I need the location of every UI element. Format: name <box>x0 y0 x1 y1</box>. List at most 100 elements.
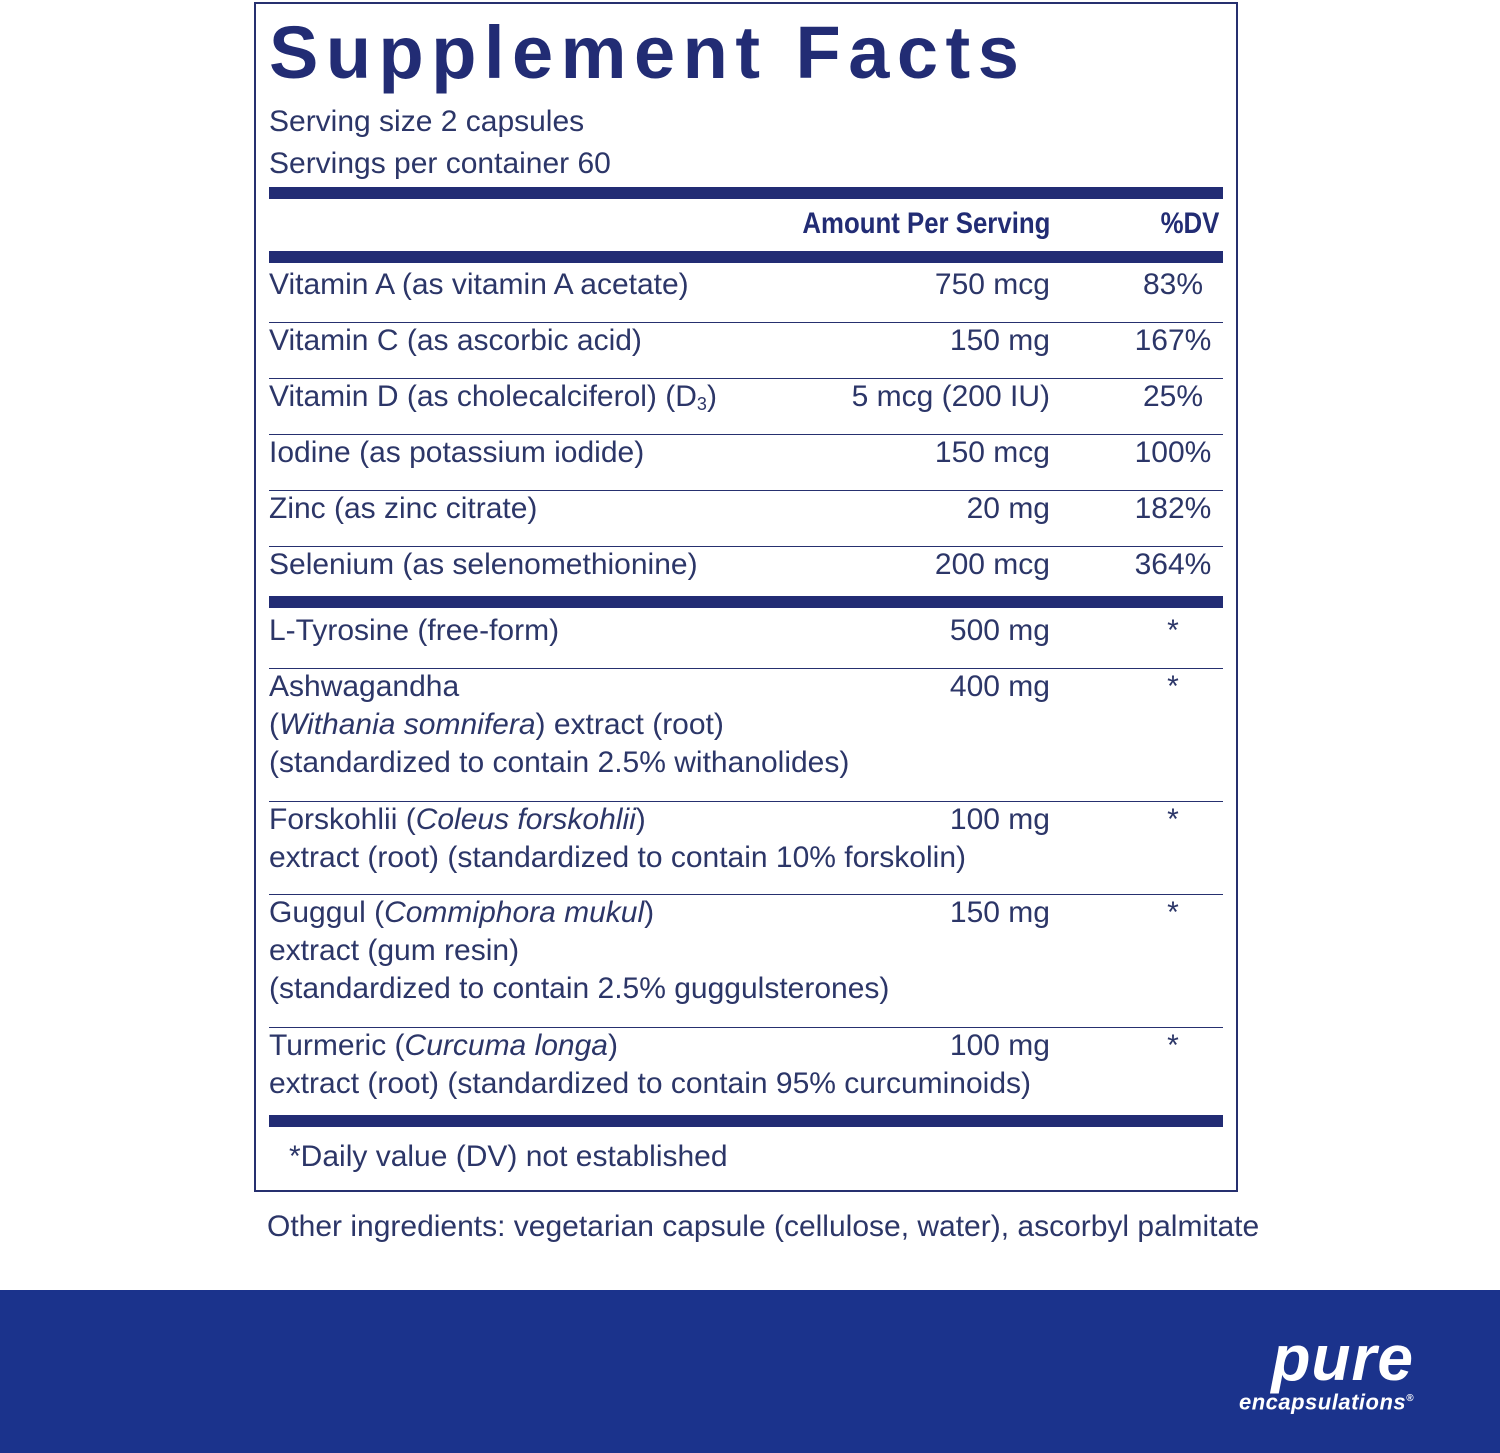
thick-divider <box>269 1115 1223 1127</box>
name-text: L-Tyrosine (free-form) <box>269 614 560 647</box>
ingredient-amount: 200 mcg <box>934 548 1050 581</box>
name-text: extract (gum resin) <box>269 934 520 967</box>
ingredient-dv: 364% <box>1134 548 1212 581</box>
ingredient-amount: 150 mg <box>949 324 1050 357</box>
ingredient-dv: 100% <box>1134 436 1212 469</box>
ingredient-row: Iodine (as potassium iodide) 150 mcg 100% <box>269 434 1223 491</box>
ingredient-amount: 750 mcg <box>934 268 1050 301</box>
ingredient-name: Turmeric (Curcuma longa) extract (root) (… <box>269 1027 1031 1103</box>
name-text: ) <box>706 380 717 413</box>
name-text: (standardized to contain 2.5% guggulster… <box>269 972 890 1005</box>
ingredient-row: Turmeric (Curcuma longa) extract (root) (… <box>269 1027 1223 1109</box>
name-text: extract (root) (standardized to contain … <box>269 841 966 874</box>
ingredient-name-line: Guggul (Commiphora mukul) <box>269 894 889 932</box>
ingredient-name: Forskohlii (Coleus forskohlii) extract (r… <box>269 801 966 877</box>
thick-divider <box>269 187 1223 199</box>
ingredient-name-line: Vitamin A (as vitamin A acetate) <box>269 266 689 304</box>
other-ingredients: Other ingredients: vegetarian capsule (c… <box>267 1210 1260 1243</box>
ingredient-dv: * <box>1167 1029 1179 1062</box>
logo-encapsulations: encapsulations <box>1238 1389 1407 1415</box>
ingredient-name-line: L-Tyrosine (free-form) <box>269 612 559 650</box>
name-text: Ashwagandha <box>269 670 460 703</box>
ingredient-amount: 100 mg <box>949 803 1050 836</box>
name-text: Selenium (as selenomethionine) <box>269 548 698 581</box>
ingredient-row: Zinc (as zinc citrate) 20 mg 182% <box>269 490 1223 547</box>
name-text: Iodine (as potassium iodide) <box>269 436 645 469</box>
ingredient-dv: 182% <box>1134 492 1212 525</box>
ingredient-name-line: Vitamin C (as ascorbic acid) <box>269 322 642 360</box>
ingredient-amount: 150 mcg <box>934 436 1050 469</box>
ingredient-row: Vitamin D (as cholecalciferol) (D3) 5 mcg… <box>269 378 1223 435</box>
thick-divider <box>269 596 1223 608</box>
ingredient-name-line: extract (root) (standardized to contain … <box>269 1065 1031 1103</box>
ingredient-dv: * <box>1167 803 1179 836</box>
ingredient-dv: 83% <box>1142 268 1204 301</box>
ingredient-row: Vitamin A (as vitamin A acetate) 750 mcg 8… <box>269 266 1223 323</box>
name-text: Zinc (as zinc citrate) <box>269 492 538 525</box>
dv-header: %DV <box>1160 207 1219 240</box>
supplement-facts-panel: Supplement Facts Serving size 2 capsules… <box>254 2 1238 1192</box>
ingredient-amount: 500 mg <box>949 614 1050 647</box>
botanical-name: Coleus forskohlii <box>415 803 636 836</box>
name-text: 3 <box>696 394 707 414</box>
brand-band: pure encapsulations® <box>0 1290 1500 1453</box>
name-text: ) <box>644 896 655 929</box>
panel-title: Supplement Facts <box>269 11 1027 94</box>
ingredient-amount: 5 mcg (200 IU) <box>851 380 1050 413</box>
footnote: *Daily value (DV) not established <box>289 1140 728 1173</box>
name-text: ) extract (root) <box>535 708 724 741</box>
ingredient-name-line: Ashwagandha <box>269 668 849 706</box>
ingredient-dv: * <box>1167 614 1179 647</box>
ingredient-dv: * <box>1167 896 1179 929</box>
logo-pure: pure <box>1271 1322 1414 1394</box>
ingredient-amount: 400 mg <box>949 670 1050 703</box>
ingredient-row: Guggul (Commiphora mukul) extract (gum re… <box>269 894 1223 1028</box>
ingredient-name-line: extract (gum resin) <box>269 932 889 970</box>
name-text: Turmeric ( <box>269 1029 405 1062</box>
name-text: Forskohlii ( <box>269 803 416 836</box>
ingredient-amount: 100 mg <box>949 1029 1050 1062</box>
name-text: Vitamin D (as cholecalciferol) (D <box>269 380 697 413</box>
ingredient-name-line: Zinc (as zinc citrate) <box>269 490 537 528</box>
ingredient-name-line: Vitamin D (as cholecalciferol) (D3) <box>269 378 717 416</box>
ingredient-name: L-Tyrosine (free-form) <box>269 612 559 650</box>
name-text: ( <box>269 708 279 741</box>
ingredient-row: Ashwagandha (Withania somnifera) extract … <box>269 668 1223 802</box>
ingredient-name: Iodine (as potassium iodide) <box>269 434 644 472</box>
ingredient-amount: 150 mg <box>949 896 1050 929</box>
botanical-name: Commiphora mukul <box>384 896 645 929</box>
thick-divider <box>269 251 1223 263</box>
ingredient-name-line: Forskohlii (Coleus forskohlii) <box>269 801 966 839</box>
ingredient-name: Vitamin A (as vitamin A acetate) <box>269 266 689 304</box>
name-text: ) <box>607 1029 618 1062</box>
ingredient-amount: 20 mg <box>966 492 1050 525</box>
amount-header: Amount Per Serving <box>801 207 1050 240</box>
ingredient-name: Selenium (as selenomethionine) <box>269 546 698 584</box>
serving-size: Serving size 2 capsules <box>269 105 585 138</box>
name-text: ) <box>635 803 646 836</box>
servings-per-container: Servings per container 60 <box>269 147 611 180</box>
ingredient-row: Forskohlii (Coleus forskohlii) extract (r… <box>269 801 1223 895</box>
ingredient-name-line: (standardized to contain 2.5% withanolid… <box>269 744 849 782</box>
brand-logo: pure encapsulations® <box>1238 1322 1414 1415</box>
ingredient-name-line: Iodine (as potassium iodide) <box>269 434 644 472</box>
ingredient-row: Selenium (as selenomethionine) 200 mcg 364… <box>269 546 1223 590</box>
registered-mark: ® <box>1406 1393 1414 1404</box>
ingredient-name: Guggul (Commiphora mukul) extract (gum re… <box>269 894 889 1008</box>
name-text: Vitamin C (as ascorbic acid) <box>269 324 642 357</box>
ingredient-name-line: extract (root) (standardized to contain … <box>269 839 966 877</box>
ingredient-name-line: Turmeric (Curcuma longa) <box>269 1027 1031 1065</box>
name-text: extract (root) (standardized to contain … <box>269 1067 1032 1100</box>
ingredient-dv: 167% <box>1134 324 1212 357</box>
botanical-name: Curcuma longa <box>404 1029 608 1062</box>
ingredient-name: Ashwagandha (Withania somnifera) extract … <box>269 668 849 782</box>
ingredient-name-line: (Withania somnifera) extract (root) <box>269 706 849 744</box>
ingredient-name: Zinc (as zinc citrate) <box>269 490 537 528</box>
ingredient-name-line: (standardized to contain 2.5% guggulster… <box>269 970 889 1008</box>
ingredient-dv: 25% <box>1142 380 1204 413</box>
name-text: Vitamin A (as vitamin A acetate) <box>269 268 689 301</box>
ingredient-dv: * <box>1167 670 1179 703</box>
name-text: (standardized to contain 2.5% withanolid… <box>269 746 850 779</box>
ingredient-row: Vitamin C (as ascorbic acid) 150 mg 167% <box>269 322 1223 379</box>
ingredient-name: Vitamin C (as ascorbic acid) <box>269 322 642 360</box>
